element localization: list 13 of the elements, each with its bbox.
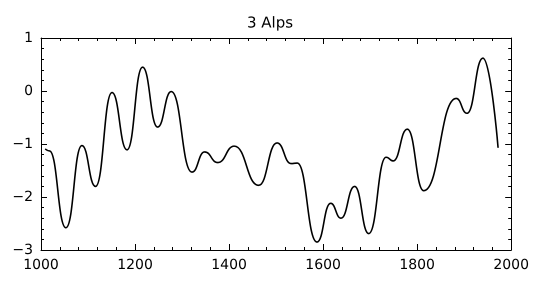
- y-tick-label: −1: [12, 136, 33, 152]
- x-tick-label: 1400: [211, 257, 247, 273]
- line-series: [44, 57, 499, 243]
- chart-title: 3 Alps: [246, 14, 294, 32]
- y-tick-label: 0: [24, 83, 33, 99]
- x-tick-label: 2000: [493, 257, 530, 273]
- y-tick-label: −2: [12, 189, 33, 205]
- x-tick-label: 1000: [23, 257, 59, 273]
- x-tick-label: 1800: [399, 257, 435, 273]
- y-tick-label: 1: [24, 30, 33, 46]
- x-tick-label: 1600: [305, 257, 341, 273]
- y-tick-label: −3: [12, 242, 33, 258]
- x-tick-label: 1200: [117, 257, 153, 273]
